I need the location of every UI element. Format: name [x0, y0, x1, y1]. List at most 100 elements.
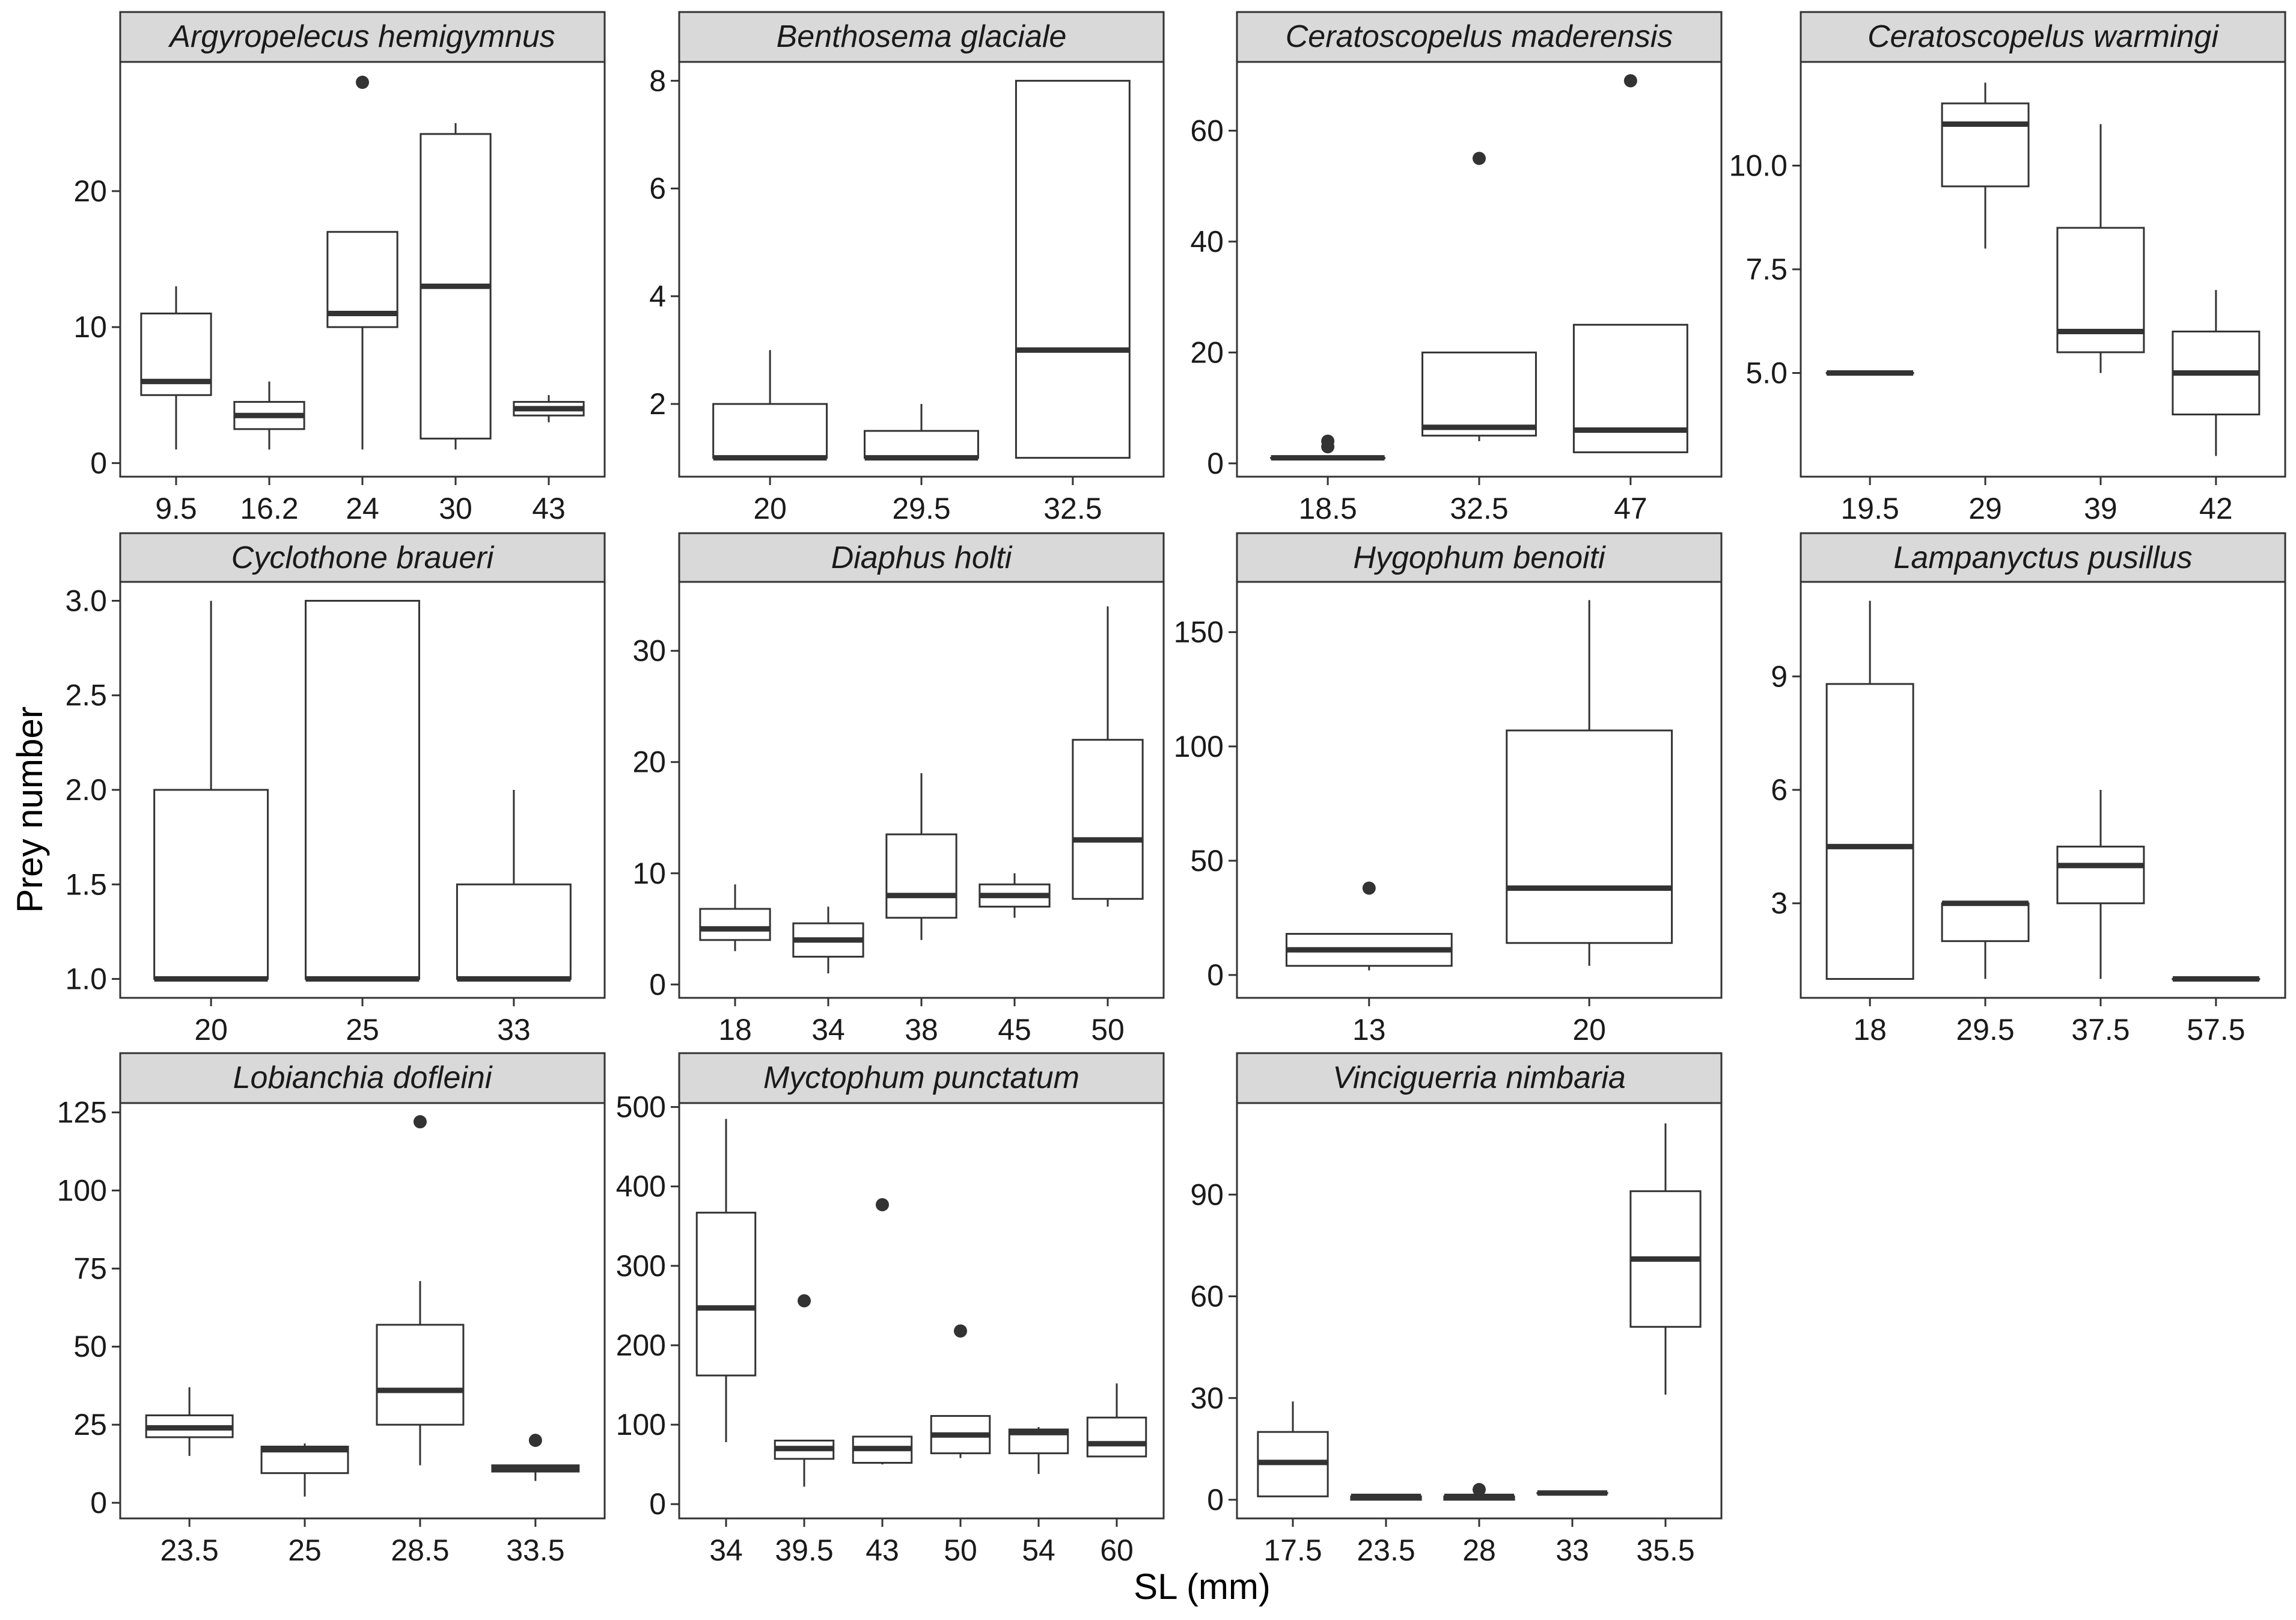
panel-title: Ceratoscopelus warmingi: [1867, 19, 2219, 54]
x-tick-label: 29.5: [1956, 1013, 2014, 1047]
box: 57.5: [2172, 976, 2261, 1047]
box: 47: [1572, 74, 1688, 525]
x-tick-label: 35.5: [1636, 1533, 1694, 1567]
box: 16.2: [233, 381, 305, 525]
y-tick-label: 20: [632, 745, 666, 779]
box: 32.5: [1421, 151, 1537, 525]
box: 39.5: [774, 1294, 835, 1567]
x-tick-label: 18: [718, 1013, 752, 1047]
box: 29.5: [1941, 900, 2030, 1047]
outlier-point: [1473, 1483, 1486, 1497]
x-tick-label: 39: [2084, 492, 2117, 525]
y-tick-label: 90: [1190, 1178, 1224, 1211]
outlier-point: [1473, 151, 1486, 165]
y-tick-label: 3: [1771, 887, 1788, 920]
x-tick-label: 57.5: [2187, 1013, 2245, 1047]
panel-title: Diaphus holti: [831, 540, 1013, 575]
panel: Ceratoscopelus maderensis 0 20 40 60 18.5 32.5…: [1190, 11, 1723, 525]
box: 19.5: [1825, 370, 1914, 525]
x-tick-label: 43: [866, 1533, 899, 1567]
box-body: [1506, 729, 1673, 944]
box-body: [305, 599, 420, 980]
x-tick-label: 16.2: [240, 492, 298, 525]
panel: Vinciguerria nimbaria 0 30 60 90 17.5 23.5 28 33…: [1190, 1052, 1723, 1567]
box: 35.5: [1629, 1123, 1702, 1567]
y-tick-label: 0: [90, 1486, 107, 1520]
box: 28: [1443, 1483, 1515, 1567]
box: 9.5: [140, 286, 212, 525]
outlier-point: [954, 1324, 967, 1338]
x-tick-label: 20: [1572, 1013, 1606, 1047]
panel-title: Lampanyctus pusillus: [1893, 540, 2192, 575]
x-tick-label: 23.5: [1357, 1533, 1415, 1567]
box: 54: [1008, 1427, 1069, 1567]
box: 18: [699, 884, 771, 1047]
box-body: [1572, 323, 1688, 453]
x-tick-label: 13: [1352, 1013, 1386, 1047]
panel-strip: [678, 11, 1165, 63]
box-body: [695, 1211, 757, 1377]
box-body: [699, 908, 771, 941]
y-axis-title: Prey number: [10, 706, 50, 912]
x-tick-label: 29: [1968, 492, 2002, 525]
x-tick-label: 43: [532, 492, 566, 525]
box: 29: [1941, 82, 2030, 525]
box-body: [712, 403, 828, 459]
y-tick-label: 500: [616, 1090, 666, 1124]
y-tick-label: 60: [1190, 1280, 1224, 1313]
box-body: [2056, 845, 2145, 905]
panel: Benthosema glaciale 2 4 6 8 20 29.5 32.5: [649, 11, 1165, 525]
y-tick-label: 150: [1174, 616, 1224, 649]
y-tick-label: 2.0: [65, 773, 107, 807]
box-body: [376, 1324, 465, 1426]
panel-strip: [1236, 532, 1723, 583]
outlier-point: [528, 1434, 542, 1447]
outlier-point: [1623, 74, 1637, 88]
box-body: [1086, 1416, 1147, 1458]
panel: Diaphus holti 0 10 20 30 18 34 38 45 50: [632, 532, 1165, 1047]
y-tick-label: 0: [649, 968, 666, 1001]
panel-strip: [119, 532, 606, 583]
box: 33: [456, 790, 572, 1047]
outlier-point: [798, 1294, 811, 1307]
x-tick-label: 37.5: [2071, 1013, 2130, 1047]
box: 43: [852, 1198, 913, 1567]
x-tick-label: 33: [497, 1013, 531, 1047]
outlier-point: [413, 1115, 427, 1129]
box-body: [1015, 79, 1131, 459]
x-tick-label: 60: [1100, 1533, 1134, 1567]
box: 28.5: [376, 1115, 465, 1567]
box: 25: [260, 1443, 349, 1567]
x-tick-label: 28.5: [391, 1533, 449, 1567]
panel: Lobianchia dofleini 0 25 50 75 100 125 23.5 25 28…: [57, 1052, 606, 1567]
box: 20: [1506, 600, 1673, 1047]
x-tick-label: 28: [1462, 1533, 1496, 1567]
y-tick-label: 200: [616, 1328, 666, 1362]
box: 60: [1086, 1383, 1147, 1567]
box: 37.5: [2056, 790, 2145, 1047]
y-tick-label: 50: [73, 1330, 107, 1363]
x-tick-label: 20: [753, 492, 787, 525]
x-tick-label: 54: [1022, 1533, 1055, 1567]
y-tick-label: 6: [1771, 773, 1788, 807]
y-tick-label: 100: [1174, 730, 1224, 763]
box: 18: [1825, 601, 1914, 1047]
box: 34: [695, 1119, 757, 1567]
x-tick-label: 47: [1614, 492, 1647, 525]
panel-strip: [1236, 11, 1723, 63]
box: 45: [979, 873, 1051, 1047]
panel: Myctophum punctatum 0 100 200 300 400 500 34 39.…: [616, 1052, 1165, 1567]
x-tick-label: 20: [194, 1013, 228, 1047]
box: 17.5: [1257, 1401, 1329, 1567]
panel-title: Myctophum punctatum: [763, 1060, 1079, 1095]
plot-frame: [119, 1102, 606, 1520]
box: 20: [712, 350, 828, 525]
box-body: [1421, 351, 1537, 437]
y-tick-label: 10: [632, 857, 666, 890]
panel-title: Benthosema glaciale: [777, 19, 1067, 54]
y-tick-label: 100: [57, 1173, 107, 1207]
y-tick-label: 400: [616, 1170, 666, 1203]
x-tick-label: 18.5: [1298, 492, 1357, 525]
x-tick-label: 9.5: [155, 492, 197, 525]
